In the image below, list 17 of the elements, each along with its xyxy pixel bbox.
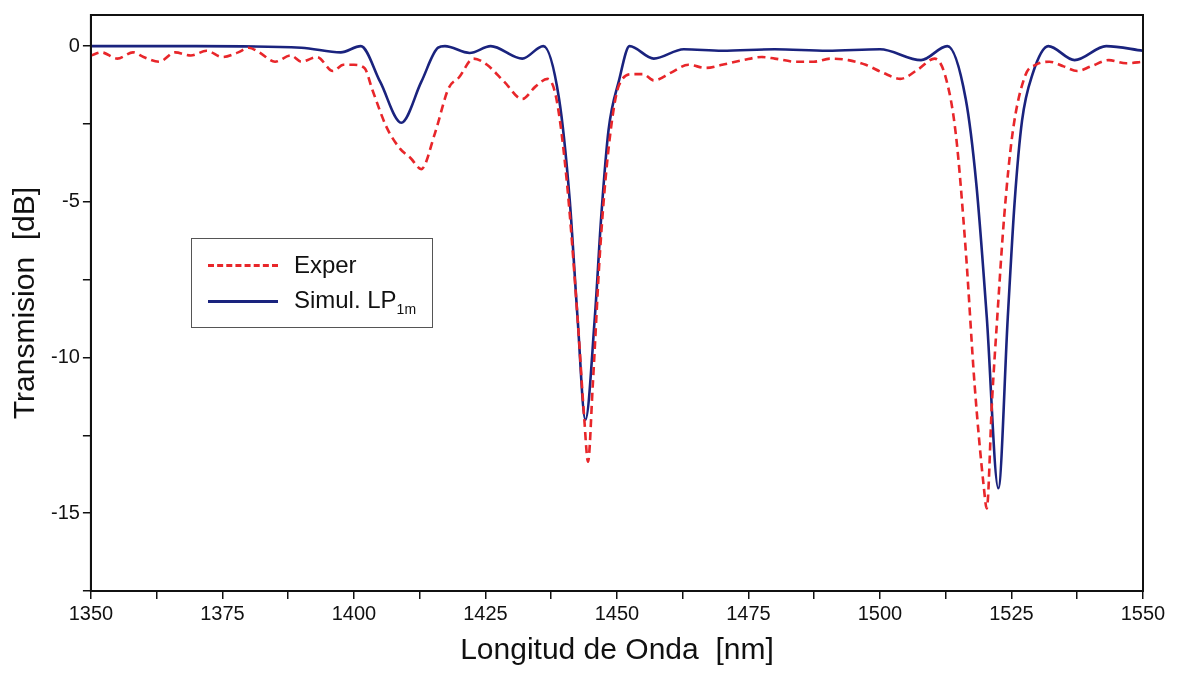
y-tick-label: -15 (51, 500, 80, 523)
y-tick-label: -10 (51, 345, 80, 367)
y-tick-label: 0 (68, 33, 80, 56)
x-tick-label: 1475 (726, 601, 771, 624)
x-tick-label: 1550 (1120, 601, 1166, 624)
legend-label: Exper (293, 251, 357, 279)
x-tick-label: 1350 (68, 601, 114, 624)
x-tick-label: 1400 (331, 601, 377, 624)
x-tick-label: 1375 (200, 601, 245, 624)
legend-label: Simul. LP$_{1m}$ (293, 285, 417, 317)
x-axis-title: Longitud de Onda [nm] (460, 632, 774, 666)
x-tick-label: 1500 (857, 601, 903, 624)
y-tick-label: -5 (62, 189, 80, 212)
x-tick-label: 1450 (594, 601, 640, 624)
x-tick-label: 1425 (463, 601, 508, 624)
y-axis-title: Transmision [dB] (7, 186, 41, 420)
x-tick-label: 1525 (989, 601, 1034, 624)
